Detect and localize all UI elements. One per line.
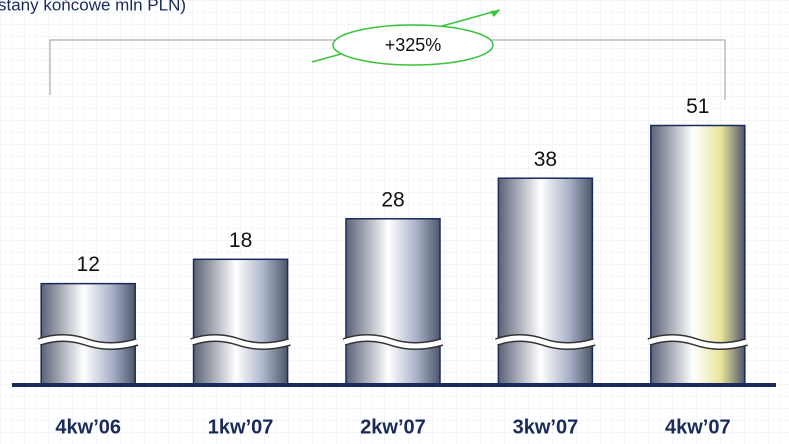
x-tick-label: 2kw’07	[360, 416, 426, 438]
axis-break	[38, 335, 138, 349]
axis-break	[647, 335, 748, 349]
x-tick-label: 3kw’07	[513, 416, 579, 438]
x-tick-label: 4kw’06	[55, 416, 121, 438]
axis-break	[190, 335, 291, 349]
bar	[497, 177, 594, 386]
axis-break	[495, 335, 596, 349]
value-label: 12	[77, 253, 100, 276]
chart-title: stany końcowe mln PLN)	[0, 0, 186, 14]
annotation-ellipse	[332, 24, 494, 66]
value-label: 18	[229, 229, 252, 252]
axis-break	[343, 335, 443, 349]
value-label: 51	[686, 95, 709, 118]
bar	[40, 282, 136, 386]
x-tick-label: 4kw’07	[665, 416, 731, 438]
value-label: 38	[534, 148, 557, 171]
value-label: 28	[381, 188, 404, 211]
arrow-head	[490, 10, 500, 17]
annotation: +325%	[385, 35, 442, 55]
bar	[345, 218, 441, 386]
bar	[192, 258, 289, 386]
x-tick-label: 1kw’07	[208, 416, 274, 438]
